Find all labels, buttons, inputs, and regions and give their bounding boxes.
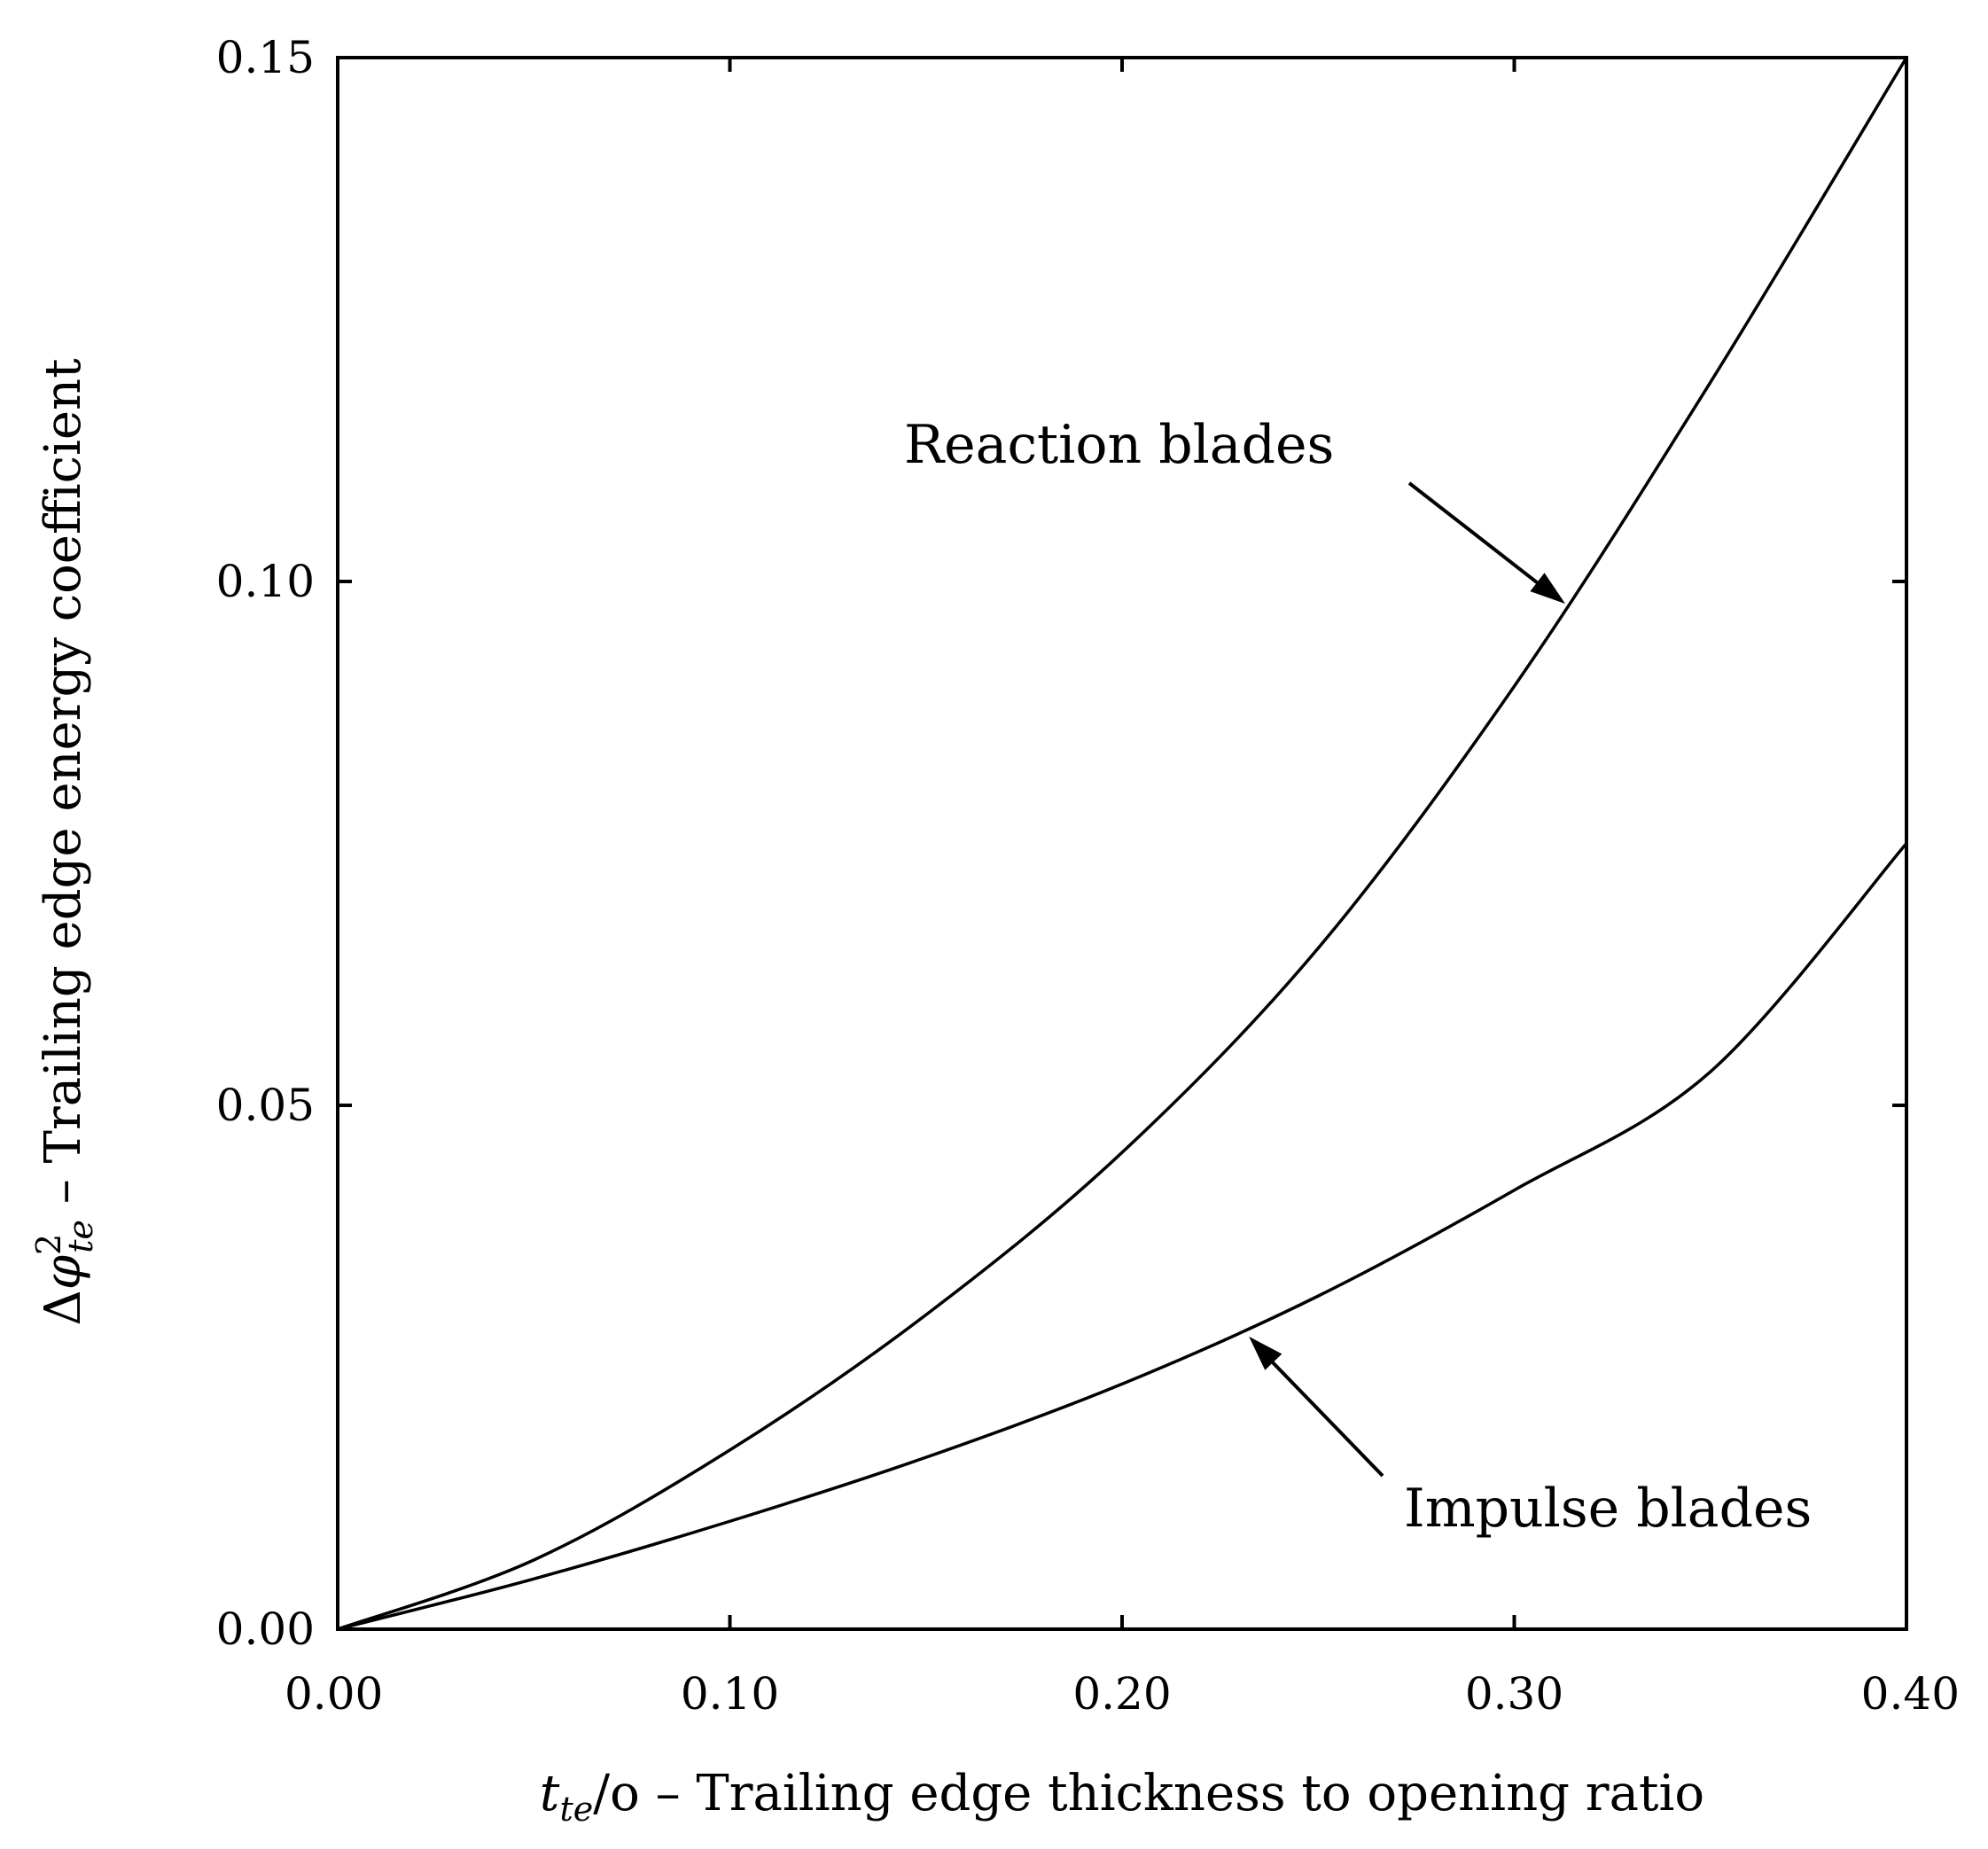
x-tick-label: 0.30: [1465, 1668, 1563, 1720]
x-tick-label: 0.10: [681, 1668, 779, 1720]
x-tick-label: 0.40: [1861, 1668, 1960, 1720]
annotation-impulse-label: Impulse blades: [1404, 1478, 1812, 1540]
annotations: Reaction blades Impulse blades: [904, 414, 1812, 1540]
x-tick-label: 0.00: [285, 1668, 383, 1720]
y-axis-label: Δφ2te – Trailing edge energy coefficient: [29, 358, 100, 1326]
plot-frame: [336, 56, 1908, 1631]
x-axis-label-var: t: [540, 1765, 560, 1822]
series-lines: [337, 57, 1908, 1631]
axis-tick-labels: 0.00 0.10 0.20 0.30 0.40 0.00 0.05 0.10 0.15: [216, 32, 1960, 1720]
annotation-reaction-label: Reaction blades: [904, 414, 1334, 476]
y-axis-label-sub: te: [61, 1220, 100, 1253]
y-tick-label: 0.00: [216, 1603, 315, 1655]
x-axis-label-text: /o – Trailing edge thickness to opening …: [593, 1765, 1704, 1822]
y-tick-label: 0.15: [216, 32, 315, 83]
series-line-reaction: [337, 57, 1908, 1631]
annotation-impulse-arrowhead: [1249, 1336, 1282, 1370]
y-axis-label-sup: 2: [29, 1234, 68, 1255]
annotation-reaction-arrowhead: [1530, 573, 1566, 605]
annotation-impulse-arrow: [1258, 1347, 1384, 1478]
y-axis-label-delta: Δ: [35, 1290, 92, 1325]
y-axis-label-text: – Trailing edge energy coefficient: [35, 358, 92, 1220]
x-axis-label-sub: te: [559, 1790, 593, 1829]
axis-ticks: [336, 56, 1908, 1631]
annotation-reaction-arrow: [1407, 481, 1555, 597]
series-line-impulse: [337, 842, 1908, 1631]
y-tick-label: 0.05: [216, 1080, 315, 1131]
x-axis-label: tte/o – Trailing edge thickness to openi…: [540, 1765, 1704, 1829]
y-axis-label-phi: φ: [35, 1255, 92, 1290]
x-tick-label: 0.20: [1072, 1668, 1171, 1720]
y-tick-label: 0.10: [216, 556, 315, 607]
